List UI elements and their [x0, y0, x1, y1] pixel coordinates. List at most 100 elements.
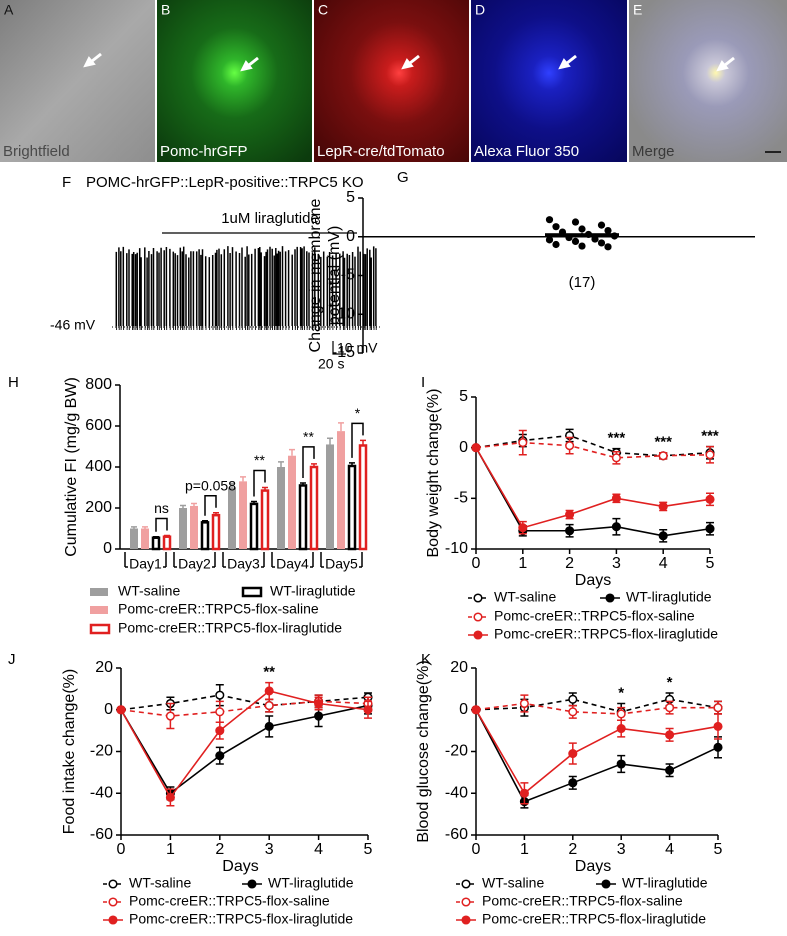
y-tick-label: -15 [332, 344, 355, 361]
data-point [314, 711, 324, 721]
x-tick-label: Day5 [325, 556, 358, 572]
y-tick-label: 0 [103, 540, 112, 557]
x-axis-label: Days [575, 572, 611, 589]
x-axis-label: Days [575, 858, 611, 875]
bar [151, 536, 161, 551]
arrow-head [558, 58, 571, 70]
legend-label: WT-liraglutide [626, 589, 712, 605]
data-point [578, 225, 586, 233]
data-point [518, 523, 528, 533]
significance-bracket [155, 517, 168, 532]
panel-letter: I [421, 374, 425, 391]
legend-label: Pomc-creER::TRPC5-flox-saline [118, 601, 319, 617]
scale-y-label: 10 mV [337, 340, 378, 356]
x-tick-label: 5 [714, 841, 723, 858]
significance-bracket [351, 422, 364, 458]
image-label: Alexa Fluor 350 [474, 143, 579, 160]
panel-letter: D [475, 2, 485, 18]
y-tick-label: 0 [104, 701, 113, 718]
data-point [165, 711, 175, 721]
data-point [568, 694, 578, 704]
x-tick-label: 4 [665, 841, 674, 858]
panel-letter: F [62, 174, 71, 191]
significance-bracket [302, 446, 315, 478]
y-tick-label: 0 [459, 439, 468, 456]
x-tick-label: 3 [617, 841, 626, 858]
bar [249, 502, 259, 551]
legend-label: WT-saline [482, 875, 544, 891]
bar [260, 489, 270, 551]
data-point [215, 707, 225, 717]
micrograph [0, 0, 155, 162]
data-point [713, 703, 723, 713]
y-tick-label: 800 [85, 376, 112, 393]
bar [288, 455, 296, 549]
data-point [314, 698, 324, 709]
x-tick-label: 1 [520, 841, 529, 858]
error-bar [153, 535, 159, 538]
y-tick-label: -40 [445, 784, 468, 801]
y-axis-label: Cumulative FI (mg/g BW) [63, 377, 80, 557]
panel-letter: C [318, 2, 328, 18]
legend-label: Pomc-creER::TRPC5-flox-liraglutide [118, 620, 342, 636]
data-point [665, 765, 675, 775]
bar [239, 481, 247, 549]
data-point [552, 240, 560, 249]
error-bar [338, 422, 344, 432]
bar [358, 444, 368, 551]
data-point [571, 237, 580, 245]
legend-marker [605, 593, 615, 603]
bar [211, 513, 221, 551]
error-bar [131, 526, 137, 529]
data-point [597, 239, 606, 247]
micrograph [157, 0, 312, 162]
x-tick-label: 0 [472, 555, 481, 572]
error-bar [202, 519, 208, 523]
legend-marker [461, 879, 471, 889]
data-point [215, 751, 225, 761]
x-tick-label: 3 [265, 841, 274, 858]
x-tick-label: 2 [568, 841, 577, 858]
legend-marker [461, 915, 471, 925]
series-line [475, 709, 719, 803]
error-bar [213, 511, 219, 516]
significance-label: *** [701, 428, 719, 445]
y-tick-label: -60 [90, 826, 113, 843]
data-point [568, 749, 578, 759]
micrograph [471, 0, 627, 162]
bar [337, 431, 345, 549]
legend-label: Pomc-creER::TRPC5-flox-liraglutide [129, 911, 353, 927]
data-point [264, 721, 274, 732]
error-bar [300, 482, 306, 486]
panel-letter: E [633, 2, 642, 18]
error-bar [240, 476, 246, 482]
data-point [565, 441, 575, 451]
y-tick-label: -60 [445, 826, 468, 843]
data-point [658, 451, 668, 461]
micrograph [314, 0, 469, 162]
data-point [658, 531, 668, 541]
trace-title: POMC-hrGFP::LepR-positive::TRPC5 KO [86, 174, 364, 191]
y-tick-label: 600 [85, 417, 112, 434]
data-point [545, 236, 554, 244]
legend-label: Pomc-creER::TRPC5-flox-liraglutide [494, 626, 718, 642]
arrow-head [716, 60, 729, 72]
data-point [578, 242, 586, 250]
significance-label: ** [254, 452, 265, 468]
n-label: (17) [569, 274, 596, 291]
series-line [475, 447, 711, 537]
bar [347, 464, 357, 551]
category-bracket [222, 552, 265, 568]
legend-label: Pomc-creER::TRPC5-flox-saline [494, 608, 695, 624]
x-tick-label: 4 [314, 841, 323, 858]
bar [326, 444, 334, 549]
x-tick-label: Day1 [129, 556, 162, 572]
legend-swatch [89, 623, 111, 635]
significance-label: ** [303, 429, 314, 445]
panel-letter: G [397, 169, 409, 186]
data-point [611, 522, 621, 532]
data-point [519, 698, 529, 709]
data-point [705, 494, 715, 504]
